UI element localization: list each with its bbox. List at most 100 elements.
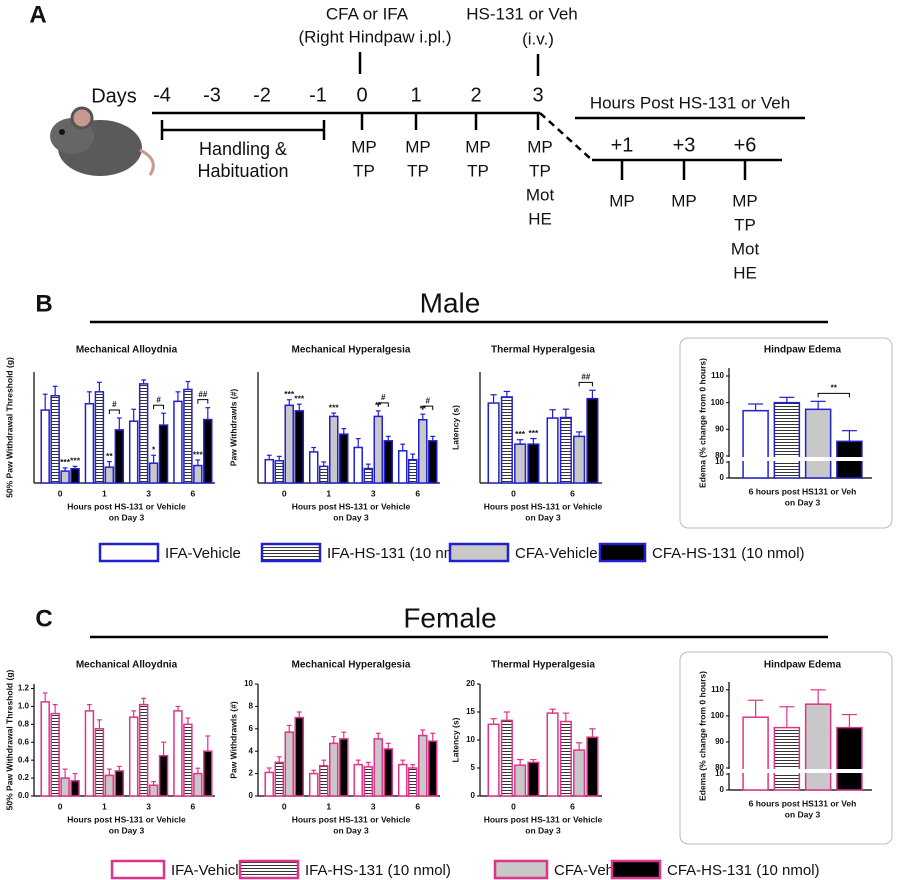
bar <box>514 764 527 797</box>
x-tick-label: 0 <box>282 488 287 498</box>
chart-title: Thermal Hyperalgesia <box>491 660 595 671</box>
bar <box>60 777 70 797</box>
measure-label: MP <box>527 137 553 156</box>
y-tick-label: 0 <box>471 791 476 800</box>
measure-label: HE <box>528 209 552 228</box>
y-tick-label: 110 <box>711 685 724 694</box>
hour-label: +1 <box>611 134 634 156</box>
bar <box>158 754 169 797</box>
bar <box>586 397 599 484</box>
bar <box>294 716 305 797</box>
handling-label: Habituation <box>197 161 288 181</box>
legend-swatch <box>448 542 510 563</box>
bar <box>193 772 203 797</box>
y-tick-label: 90 <box>715 424 724 433</box>
chart-title: Hindpaw Edema <box>764 345 842 356</box>
y-tick-label: 2 <box>249 769 254 778</box>
bar <box>373 738 384 797</box>
bar <box>114 770 125 797</box>
bar <box>804 703 832 791</box>
bar <box>383 748 394 797</box>
legend-label: CFA-Vehicle <box>515 545 598 562</box>
measure-label: Mot <box>731 239 760 258</box>
day-label: 2 <box>470 84 481 106</box>
significance-label: *** <box>284 389 295 399</box>
significance-label: ## <box>198 390 207 399</box>
bar <box>138 383 149 484</box>
significance-label: * <box>152 445 156 455</box>
axis-break <box>724 769 873 773</box>
y-tick-label: 100 <box>711 711 725 720</box>
significance-label: *** <box>515 429 526 439</box>
significance-bracket <box>377 402 389 407</box>
x-tick-label: 6 <box>415 488 420 498</box>
mouse-ear <box>70 106 94 130</box>
significance-label: *** <box>528 428 539 438</box>
bar <box>527 443 540 484</box>
bar <box>742 716 769 791</box>
significance-label: ## <box>581 372 590 381</box>
x-axis-title: on Day 3 <box>333 512 369 522</box>
y-tick-label: 5 <box>471 763 476 772</box>
significance-label: # <box>156 395 161 404</box>
significance-label: *** <box>329 402 340 412</box>
x-tick-label: 6 <box>415 801 420 811</box>
bar <box>804 408 832 479</box>
panel-frame <box>679 337 893 529</box>
bar <box>329 742 339 797</box>
legend-swatch <box>98 542 160 563</box>
x-tick-label: 6 <box>191 801 196 811</box>
y-axis-title: Paw Withdrawls (#) <box>228 389 238 467</box>
measure-label: MP <box>609 191 635 210</box>
y-axis-title: Paw Withdrawls (#) <box>228 701 238 779</box>
legend-label: IFA-HS-131 (10 nmol) <box>305 862 451 879</box>
mouse-icon <box>50 106 155 176</box>
bar <box>70 780 80 797</box>
bar <box>158 424 169 484</box>
y-tick-label: 100 <box>711 398 725 407</box>
bar <box>284 404 295 484</box>
day-label: -2 <box>253 84 271 106</box>
bar <box>500 396 513 484</box>
legend-label: IFA-Vehicle <box>171 862 247 879</box>
mouse-tail <box>139 148 155 176</box>
significance-label: ** <box>106 451 113 461</box>
significance-label: ** <box>831 383 838 392</box>
y-tick-label: 0 <box>249 791 254 800</box>
y-tick-label: 10 <box>715 457 724 466</box>
bar <box>773 726 801 791</box>
x-tick-label: 6 <box>191 488 196 498</box>
x-tick-label: 1 <box>326 801 331 811</box>
measure-label: MP <box>732 191 758 210</box>
bar <box>407 458 418 484</box>
legend-swatch <box>493 859 549 880</box>
day-label: -1 <box>309 84 327 106</box>
bar <box>94 391 105 484</box>
bar <box>559 720 572 797</box>
x-axis-title: Hours post HS-131 or Vehicle <box>484 501 603 511</box>
bar <box>148 784 159 797</box>
bar <box>50 395 60 484</box>
bar <box>40 409 50 484</box>
bar <box>742 409 769 479</box>
significance-label: # <box>426 396 431 405</box>
significance-label: *** <box>60 457 71 467</box>
x-axis-title: 6 hours post HS131 or Veh <box>749 798 857 808</box>
bar <box>274 460 284 484</box>
chart-title: Thermal Hyperalgesia <box>491 345 595 356</box>
measure-label: TP <box>467 161 489 180</box>
axis-break <box>724 457 873 461</box>
bar <box>308 451 319 484</box>
significance-bracket <box>197 399 209 404</box>
bar <box>104 774 115 797</box>
y-tick-label: 15 <box>466 707 475 716</box>
x-tick-label: 3 <box>146 801 151 811</box>
bar <box>546 417 559 484</box>
bar <box>128 420 139 484</box>
bar <box>363 766 373 797</box>
y-axis-title: Edema (% change from 0 hours) <box>697 358 707 488</box>
significance-label: # <box>381 393 386 402</box>
significance-bracket <box>578 381 593 387</box>
y-tick-label: 0.4 <box>18 755 30 764</box>
y-tick-label: 0.6 <box>18 737 30 746</box>
